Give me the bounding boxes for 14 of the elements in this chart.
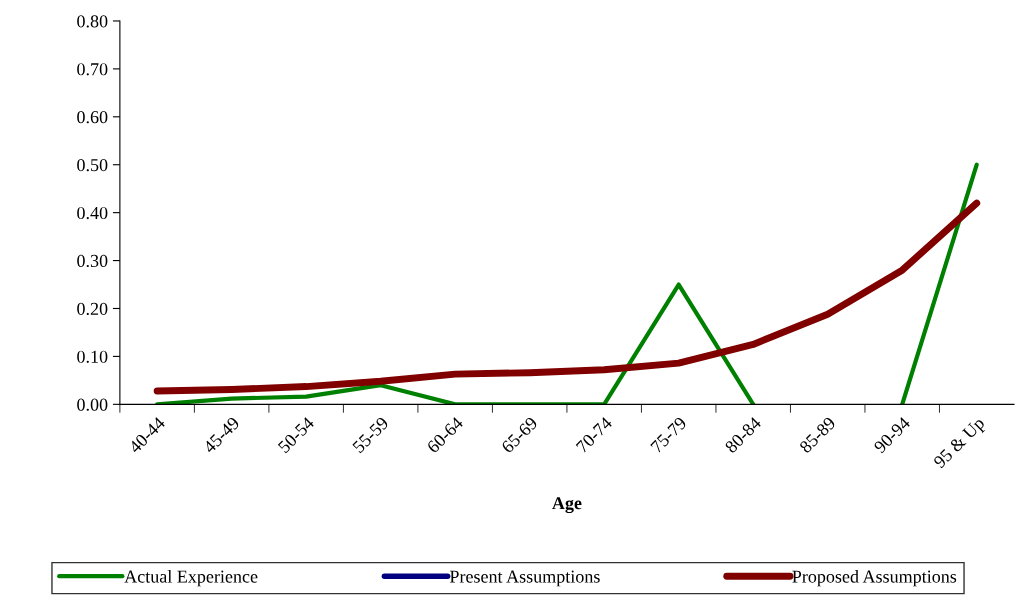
x-axis-title: Age xyxy=(552,497,582,514)
y-tick-label: 0.20 xyxy=(77,302,108,316)
x-tick-label: 95 & Up xyxy=(932,416,988,472)
y-tick-label: 0.00 xyxy=(77,398,108,411)
y-tick-label: 0.50 xyxy=(77,158,108,172)
y-tick-label: 0.10 xyxy=(77,350,108,363)
legend-label: Present Assumptions xyxy=(449,570,600,587)
legend-label: Actual Experience xyxy=(124,569,258,587)
y-tick-label: 0.70 xyxy=(77,63,108,76)
y-tick-label: 0.40 xyxy=(77,206,108,220)
y-tick-label: 0.30 xyxy=(77,254,108,268)
legend-label: Proposed Assumptions xyxy=(792,569,957,587)
y-tick-label: 0.60 xyxy=(77,111,108,124)
y-tick-label: 0.80 xyxy=(77,15,108,28)
